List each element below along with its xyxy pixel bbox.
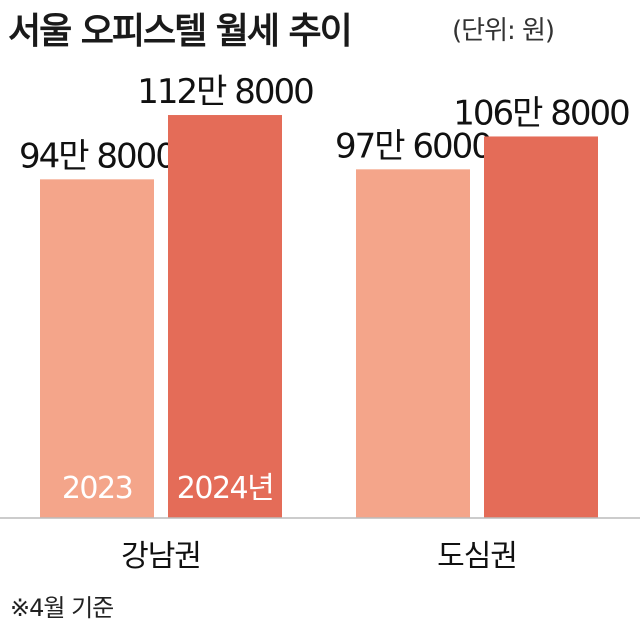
bar [356,169,470,519]
unit-label: (단위: 원) [452,16,555,46]
data-label: 97만 6000 [335,126,491,166]
category-label: 강남권 [121,539,201,574]
series-label: 2024년 [177,471,273,506]
data-label: 106만 8000 [453,93,629,133]
series-label: 2023 [62,471,132,506]
data-label: 94만 8000 [19,136,175,176]
chart-title: 서울 오피스텔 월세 추이 [8,11,353,52]
bar [40,179,154,518]
category-label: 도심권 [437,539,517,574]
footnote: ※4월 기준 [10,594,114,622]
data-label: 112만 8000 [137,72,313,112]
bar [484,136,598,519]
bar [168,115,282,518]
